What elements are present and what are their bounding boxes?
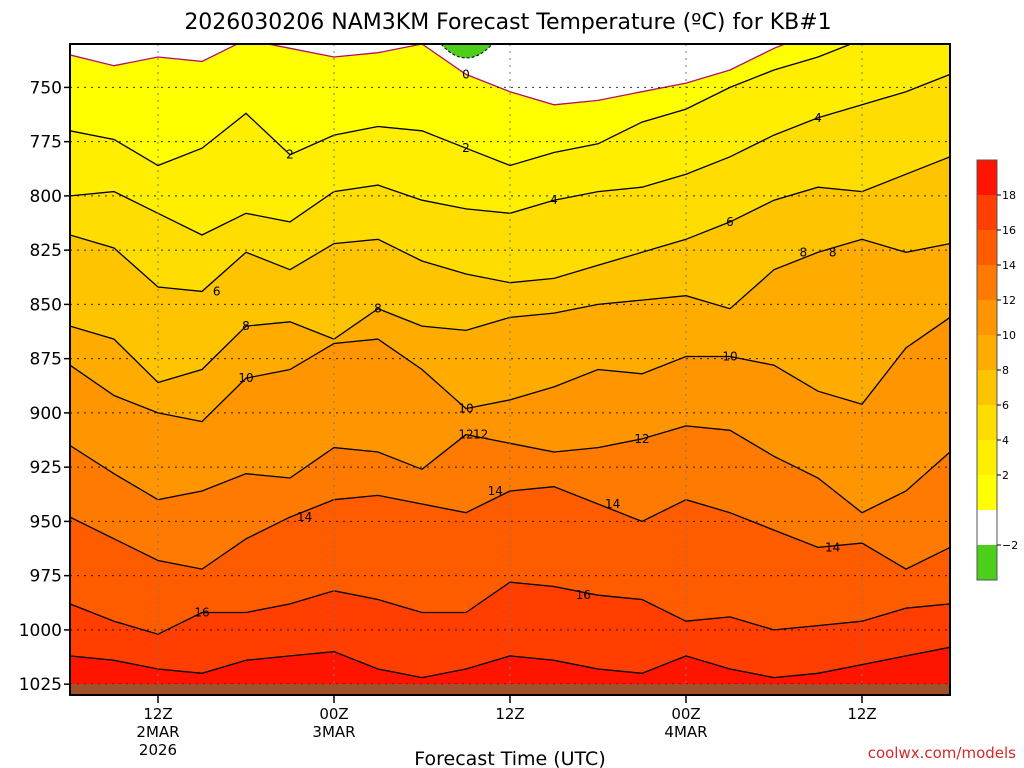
colorbar-swatch (977, 265, 997, 300)
chart-title: 2026030206 NAM3KM Forecast Temperature (… (184, 10, 831, 35)
colorbar-tick-label: 6 (1002, 399, 1009, 412)
x-tick-label: 3MAR (312, 723, 355, 741)
colorbar-swatch (977, 195, 997, 230)
contour-label: 8 (829, 245, 837, 259)
y-tick-label: 1000 (19, 621, 62, 641)
y-tick-label: 775 (30, 133, 62, 153)
contour-label: 6 (213, 284, 221, 298)
x-tick-label: 2MAR (136, 723, 179, 741)
colorbar-tick-label: 16 (1002, 224, 1016, 237)
isotherm-2 (70, 44, 853, 167)
x-tick-label: 00Z (671, 705, 700, 723)
contour-label: 2 (286, 148, 294, 162)
y-tick-label: 825 (30, 241, 62, 261)
colorbar-tick-label: 18 (1002, 189, 1016, 202)
contour-label: 8 (799, 245, 807, 259)
band-below-2 (70, 44, 950, 166)
y-tick-label: 750 (30, 78, 62, 98)
colorbar-tick-label: 10 (1002, 329, 1016, 342)
colorbar-tick-label: 8 (1002, 364, 1009, 377)
colorbar-swatch (977, 230, 997, 265)
colorbar-tick-label: 14 (1002, 259, 1016, 272)
colorbar-swatch (977, 405, 997, 440)
y-tick-label: 1025 (19, 675, 62, 695)
contour-label: 14 (605, 497, 620, 511)
colorbar-swatch (977, 510, 997, 545)
contour-label: 8 (374, 302, 382, 316)
y-tick-label: 975 (30, 567, 62, 587)
x-tick-label: 4MAR (664, 723, 707, 741)
y-tick-label: 900 (30, 404, 62, 424)
contour-label: 8 (242, 319, 250, 333)
colorbar-swatch (977, 475, 997, 510)
surface-ground (70, 684, 950, 695)
colorbar-tick-label: 4 (1002, 434, 1009, 447)
colorbar-swatch (977, 160, 997, 195)
colorbar-swatch (977, 545, 997, 580)
colorbar-swatch (977, 370, 997, 405)
colorbar: −2 2 4 6 8 10 12 14 16 18 (976, 159, 1018, 581)
colorbar-tick-label: 2 (1002, 469, 1009, 482)
contour-label: 6 (726, 215, 734, 229)
band-below-0 (70, 44, 950, 105)
colorbar-swatch (977, 440, 997, 475)
contour-label: 0 (462, 67, 470, 81)
colorbar-tick-label: −2 (1002, 539, 1018, 552)
site-credit: coolwx.com/models (868, 744, 1016, 762)
contour-label: 14 (488, 484, 503, 498)
contour-label: 10 (722, 350, 737, 364)
x-tick-label: 12Z (143, 705, 172, 723)
contour-label: 14 (825, 540, 840, 554)
isotherm-undefined (70, 646, 950, 679)
contour-label: 12 (634, 432, 649, 446)
contour-label: 12 (473, 428, 488, 442)
contour-label: 10 (238, 371, 253, 385)
temperature-bands (70, 44, 950, 695)
contour-label: 10 (458, 402, 473, 416)
contour-label: 14 (297, 510, 312, 524)
y-tick-label: 875 (30, 350, 62, 370)
y-tick-label: 925 (30, 458, 62, 478)
y-tick-label: 950 (30, 512, 62, 532)
colorbar-swatch (977, 300, 997, 335)
contour-label: 4 (550, 193, 558, 207)
y-tick-label: 800 (30, 187, 62, 207)
x-tick-label: 2026 (139, 741, 177, 759)
colorbar-swatch (977, 335, 997, 370)
isotherm-14 (70, 486, 950, 570)
x-tick-label: 12Z (847, 705, 876, 723)
x-axis-label: Forecast Time (UTC) (414, 748, 605, 768)
isotherm-16 (70, 581, 950, 635)
y-axis-ticks: 750 775 800 825 850 875 900 925 950 975 1000 1025 (19, 78, 70, 695)
contour-label: 16 (576, 588, 591, 602)
contour-label: 2 (462, 141, 470, 155)
x-tick-label: 00Z (319, 705, 348, 723)
contour-label: 12 (458, 428, 473, 442)
y-tick-label: 850 (30, 295, 62, 315)
isotherm-0 (70, 44, 787, 106)
contour-label: 4 (814, 111, 822, 125)
contour-label: 16 (194, 606, 209, 620)
x-tick-label: 12Z (495, 705, 524, 723)
isotherm-10 (70, 316, 950, 423)
colorbar-tick-label: 12 (1002, 294, 1016, 307)
